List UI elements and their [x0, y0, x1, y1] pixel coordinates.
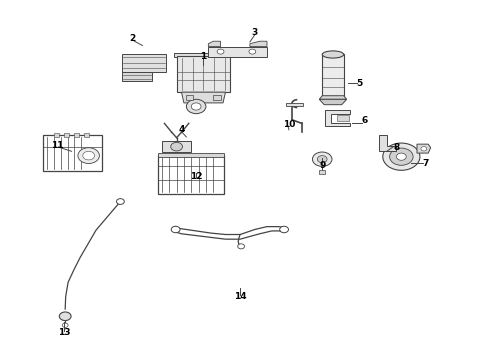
Polygon shape — [158, 153, 224, 157]
Circle shape — [390, 148, 413, 165]
Circle shape — [186, 99, 206, 114]
Polygon shape — [325, 111, 349, 126]
Polygon shape — [319, 96, 346, 99]
Circle shape — [280, 226, 289, 233]
Text: 5: 5 — [357, 79, 363, 88]
Circle shape — [238, 244, 245, 249]
Polygon shape — [208, 41, 220, 46]
Circle shape — [249, 49, 256, 54]
Circle shape — [78, 148, 99, 163]
Circle shape — [171, 226, 180, 233]
Circle shape — [191, 103, 201, 110]
Text: 12: 12 — [190, 172, 202, 181]
Circle shape — [383, 143, 420, 170]
Bar — [186, 95, 194, 100]
Bar — [64, 134, 69, 137]
Text: 3: 3 — [252, 28, 258, 37]
Circle shape — [421, 147, 427, 151]
Polygon shape — [181, 92, 225, 103]
Text: 10: 10 — [283, 120, 295, 129]
Bar — [84, 134, 89, 137]
Text: 11: 11 — [50, 141, 63, 150]
Text: 4: 4 — [178, 125, 185, 134]
Circle shape — [83, 151, 95, 160]
Text: 1: 1 — [200, 52, 207, 61]
Text: 14: 14 — [234, 292, 246, 301]
Circle shape — [318, 156, 327, 163]
Polygon shape — [319, 170, 325, 174]
Circle shape — [62, 323, 68, 327]
Polygon shape — [286, 103, 303, 106]
Polygon shape — [122, 54, 166, 72]
Polygon shape — [158, 155, 224, 194]
Text: 7: 7 — [422, 159, 429, 168]
Text: 6: 6 — [362, 116, 368, 125]
Polygon shape — [379, 135, 396, 150]
Polygon shape — [43, 135, 102, 171]
Circle shape — [171, 142, 182, 151]
Circle shape — [217, 49, 224, 54]
Polygon shape — [162, 141, 191, 152]
Ellipse shape — [322, 51, 343, 58]
Circle shape — [59, 312, 71, 320]
Polygon shape — [208, 46, 267, 57]
Circle shape — [117, 199, 124, 204]
Polygon shape — [319, 99, 346, 105]
Text: 2: 2 — [129, 34, 136, 43]
Text: 9: 9 — [320, 161, 326, 170]
Polygon shape — [174, 53, 233, 57]
Polygon shape — [337, 116, 348, 121]
Bar — [214, 95, 221, 100]
Circle shape — [396, 153, 406, 160]
Polygon shape — [322, 54, 343, 96]
Circle shape — [313, 152, 332, 166]
Text: 8: 8 — [393, 143, 399, 152]
Polygon shape — [417, 144, 431, 153]
Bar — [74, 134, 79, 137]
Polygon shape — [250, 41, 267, 46]
Polygon shape — [122, 72, 152, 81]
Bar — [54, 134, 59, 137]
Text: 13: 13 — [58, 328, 71, 337]
Polygon shape — [176, 56, 230, 92]
